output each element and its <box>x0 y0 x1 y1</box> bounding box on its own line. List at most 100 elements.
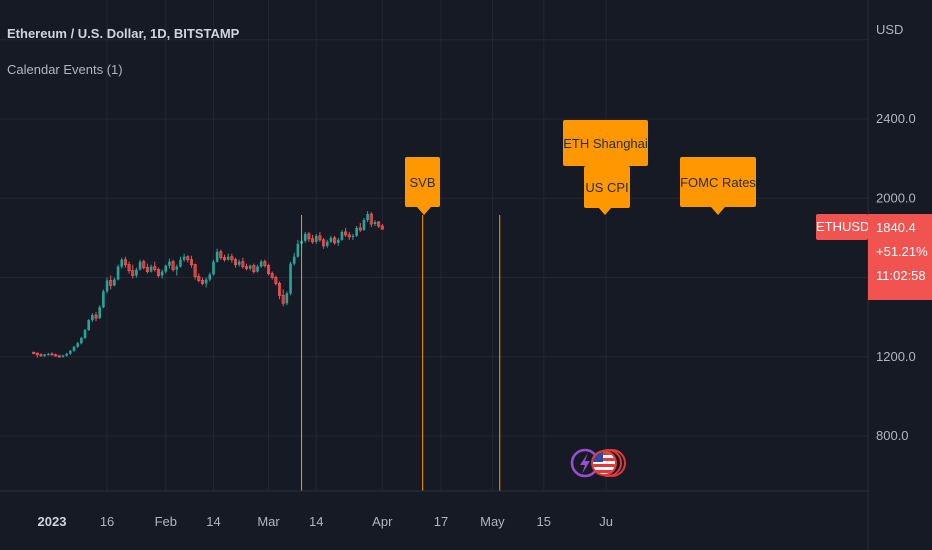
candle-body <box>105 280 109 292</box>
time-tick-label: May <box>480 514 505 529</box>
candle-body <box>102 291 105 308</box>
candle-body <box>43 354 46 356</box>
candle-body <box>289 263 292 294</box>
candle-body <box>355 227 358 236</box>
candle-body <box>179 259 182 267</box>
candle-body <box>138 261 142 270</box>
candle-body <box>193 264 197 277</box>
time-tick-label: Ju <box>599 514 613 529</box>
candle-body <box>35 352 39 356</box>
candle-body <box>189 259 194 266</box>
candle-body <box>91 315 94 321</box>
candle-body <box>377 221 381 227</box>
candle-body <box>135 269 138 276</box>
candle-body <box>333 237 337 244</box>
currency-label[interactable]: USD <box>876 22 904 37</box>
symbol-title-text: Ethereum / U.S. Dollar, 1D, BITSTAMP <box>7 26 240 41</box>
candle-body <box>366 214 369 221</box>
event-label-svb[interactable]: SVB <box>405 157 440 207</box>
candle-body <box>50 353 54 356</box>
time-tick-label: 16 <box>100 514 114 529</box>
candle-body <box>351 235 355 237</box>
candle-body <box>325 241 329 246</box>
candle-body <box>171 261 175 271</box>
price-tick-label: 2000.0 <box>876 190 916 205</box>
candle-body <box>204 279 208 284</box>
candle-body <box>200 280 205 284</box>
candle-body <box>281 294 285 304</box>
candle-body <box>303 233 307 241</box>
candle-body <box>69 350 72 354</box>
candle-body <box>322 239 326 247</box>
candle-body <box>156 269 160 276</box>
event-lines <box>301 215 501 491</box>
symbol-title[interactable]: Ethereum / U.S. Dollar, 1D, BITSTAMP <box>7 26 239 41</box>
candle-body <box>145 267 149 273</box>
candle-body <box>57 355 61 358</box>
price-change: +51.21% <box>876 244 928 259</box>
candle-body <box>83 330 87 338</box>
candle-body <box>168 261 171 266</box>
candle-body <box>347 234 351 238</box>
event-label-us-cpi[interactable]: US CPI <box>584 166 630 208</box>
candle-body <box>39 354 43 357</box>
last-price-badge[interactable]: 1840.4 +51.21% 11:02:58 <box>868 214 932 300</box>
candle-body <box>131 270 135 276</box>
last-price: 1840.4 <box>876 220 916 235</box>
bar-countdown: 11:02:58 <box>876 268 926 283</box>
time-tick-label: 14 <box>206 514 220 529</box>
candle-body <box>219 251 223 259</box>
candle-body <box>123 259 127 266</box>
candle-body <box>369 213 373 225</box>
candle-body <box>344 231 348 236</box>
time-tick-label: Feb <box>155 514 177 529</box>
symbol-badge[interactable]: ETHUSD <box>816 214 869 240</box>
event-pointer-svb <box>417 207 431 215</box>
us-flag-icon[interactable] <box>591 449 626 477</box>
candle-body <box>296 243 300 257</box>
event-label-fomc-rates[interactable]: FOMC Rates <box>680 157 756 207</box>
indicator-legend[interactable]: Calendar Events (1) <box>7 62 123 77</box>
time-tick-label: 2023 <box>38 514 67 529</box>
candle-body <box>285 293 289 304</box>
candle-body <box>212 261 215 275</box>
candle-body <box>160 271 164 276</box>
candle-body <box>252 265 256 273</box>
candle-body <box>248 265 252 269</box>
candle-body <box>241 261 245 268</box>
price-tick-label: 2400.0 <box>876 111 916 126</box>
time-tick-label: 17 <box>434 514 448 529</box>
candle-body <box>292 256 296 264</box>
candle-body <box>222 257 227 261</box>
candle-body <box>153 266 157 271</box>
candle-body <box>54 354 58 357</box>
candle-body <box>270 273 274 278</box>
candle-body <box>314 235 318 242</box>
candle-body <box>98 307 102 319</box>
time-tick-label: Mar <box>257 514 280 529</box>
candle-body <box>94 314 98 319</box>
time-tick-label: 14 <box>309 514 323 529</box>
candle-body <box>182 256 186 260</box>
candle-body <box>340 231 344 240</box>
event-label-eth-shanghai[interactable]: ETH Shanghai <box>563 120 648 166</box>
candle-body <box>237 261 241 265</box>
time-axis[interactable]: 2023 16 Feb 14 Mar 14 Apr 17 May 15 Ju <box>38 514 613 529</box>
candlestick-series <box>32 211 384 358</box>
candle-body <box>76 343 79 347</box>
candle-body <box>109 280 113 286</box>
candle-body <box>120 259 124 267</box>
time-tick-label: Apr <box>372 514 393 529</box>
candle-body <box>164 265 168 272</box>
candle-body <box>230 256 234 261</box>
candle-body <box>263 261 267 267</box>
candle-body <box>311 238 315 243</box>
candle-body <box>362 220 366 230</box>
candle-body <box>256 266 259 272</box>
candle-body <box>87 320 90 331</box>
candle-body <box>307 233 311 240</box>
candle-body <box>373 222 377 225</box>
candle-body <box>32 351 36 354</box>
candle-body <box>233 259 238 266</box>
